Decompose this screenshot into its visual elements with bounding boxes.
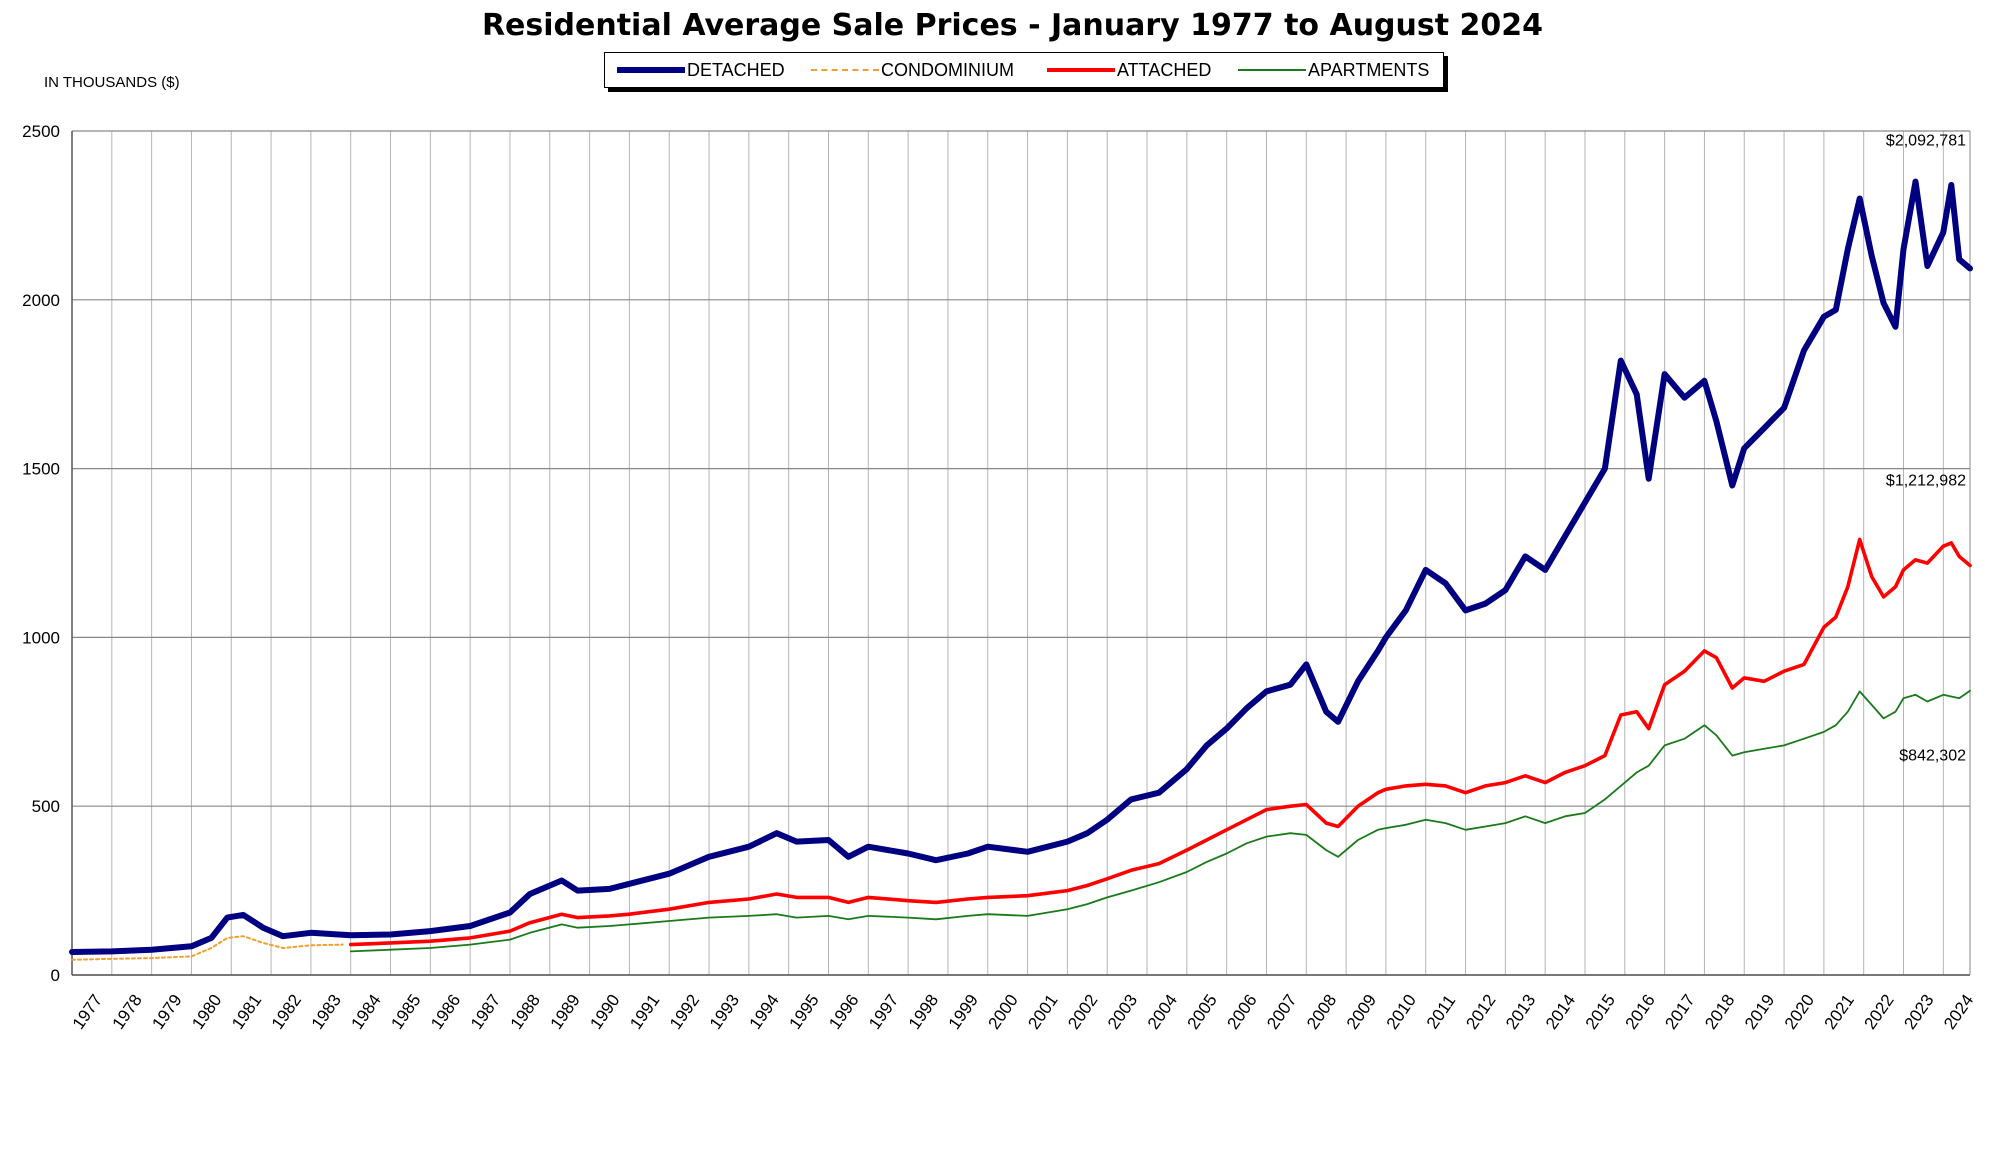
x-tick-label: 1980 — [188, 991, 225, 1033]
y-tick-label: 500 — [32, 797, 60, 816]
x-tick-label: 1989 — [547, 991, 584, 1033]
x-tick-label: 1979 — [148, 991, 185, 1033]
x-tick-label: 2020 — [1781, 991, 1818, 1033]
end-value-label-detached: $2,092,781 — [1886, 132, 1966, 149]
x-tick-label: 1986 — [427, 991, 464, 1033]
y-unit-label: IN THOUSANDS ($) — [44, 74, 180, 91]
legend-label-attached: ATTACHED — [1117, 59, 1212, 80]
legend-swatch-detached — [617, 67, 685, 73]
x-tick-label: 2017 — [1661, 991, 1698, 1033]
x-tick-label: 2022 — [1860, 991, 1897, 1033]
x-tick-label: 2014 — [1542, 991, 1579, 1033]
series-line-detached — [69, 178, 1973, 955]
x-tick-label: 1997 — [865, 991, 902, 1033]
y-tick-label: 1000 — [22, 628, 60, 647]
x-tick-label: 1996 — [825, 991, 862, 1033]
legend-swatch-condominium — [811, 69, 879, 71]
x-tick-label: 2010 — [1383, 991, 1420, 1033]
y-tick-label: 0 — [51, 966, 60, 985]
x-tick-label: 1998 — [905, 991, 942, 1033]
x-tick-label: 2024 — [1940, 991, 1977, 1033]
x-tick-label: 1990 — [586, 991, 623, 1033]
y-tick-label: 1500 — [22, 460, 60, 479]
y-tick-label: 2500 — [22, 122, 60, 141]
legend-item-attached: ATTACHED — [1047, 53, 1211, 87]
x-tick-label: 1983 — [308, 991, 345, 1033]
y-tick-label: 2000 — [22, 291, 60, 310]
series-line-apartments — [349, 689, 1971, 953]
x-tick-label: 2015 — [1582, 991, 1619, 1033]
legend-label-apartments: APARTMENTS — [1308, 59, 1430, 80]
x-tick-label: 2021 — [1821, 991, 1858, 1033]
x-tick-label: 2016 — [1622, 991, 1659, 1033]
x-tick-label: 2023 — [1900, 991, 1937, 1033]
legend: DETACHED CONDOMINIUM ATTACHED APARTMENTS — [604, 52, 1444, 88]
x-tick-label: 1987 — [467, 991, 504, 1033]
x-tick-label: 2003 — [1104, 991, 1141, 1033]
x-tick-label: 2019 — [1741, 991, 1778, 1033]
x-tick-label: 2013 — [1502, 991, 1539, 1033]
x-tick-label: 2001 — [1024, 991, 1061, 1033]
end-value-label-attached: $1,212,982 — [1886, 472, 1966, 489]
x-tick-label: 1988 — [507, 991, 544, 1033]
x-tick-label: 2009 — [1343, 991, 1380, 1033]
series-line-condominium — [71, 935, 344, 961]
x-tick-label: 2005 — [1184, 991, 1221, 1033]
legend-swatch-apartments — [1238, 69, 1306, 71]
x-tick-label: 2018 — [1701, 991, 1738, 1033]
legend-item-condominium: CONDOMINIUM — [811, 53, 1014, 87]
x-tick-label: 2011 — [1423, 991, 1460, 1032]
x-tick-label: 1977 — [69, 991, 106, 1033]
x-tick-label: 1994 — [746, 991, 783, 1033]
chart-title: Residential Average Sale Prices - Januar… — [481, 8, 1544, 43]
end-value-label-apartments: $842,302 — [1899, 748, 1966, 765]
x-tick-label: 1978 — [109, 991, 146, 1033]
x-tick-label: 2002 — [1064, 991, 1101, 1033]
x-tick-label: 2006 — [1223, 991, 1260, 1033]
x-tick-label: 2004 — [1144, 991, 1181, 1033]
series-line-attached — [348, 537, 1972, 947]
legend-item-apartments: APARTMENTS — [1238, 53, 1429, 87]
x-tick-label: 1984 — [347, 991, 384, 1033]
x-tick-label: 2007 — [1263, 991, 1300, 1033]
legend-item-detached: DETACHED — [617, 53, 785, 87]
legend-label-detached: DETACHED — [687, 59, 785, 80]
x-tick-label: 2008 — [1303, 991, 1340, 1033]
x-tick-label: 2012 — [1462, 991, 1499, 1033]
x-tick-label: 1982 — [268, 991, 305, 1033]
x-tick-label: 1985 — [387, 991, 424, 1033]
x-tick-label: 1991 — [626, 991, 663, 1033]
x-tick-label: 2000 — [985, 991, 1022, 1033]
legend-swatch-attached — [1047, 68, 1115, 72]
x-tick-label: 1992 — [666, 991, 703, 1033]
x-tick-label: 1995 — [785, 991, 822, 1033]
x-tick-label: 1999 — [945, 991, 982, 1033]
x-tick-label: 1993 — [706, 991, 743, 1033]
legend-label-condominium: CONDOMINIUM — [881, 59, 1014, 80]
x-tick-label: 1981 — [228, 991, 265, 1033]
